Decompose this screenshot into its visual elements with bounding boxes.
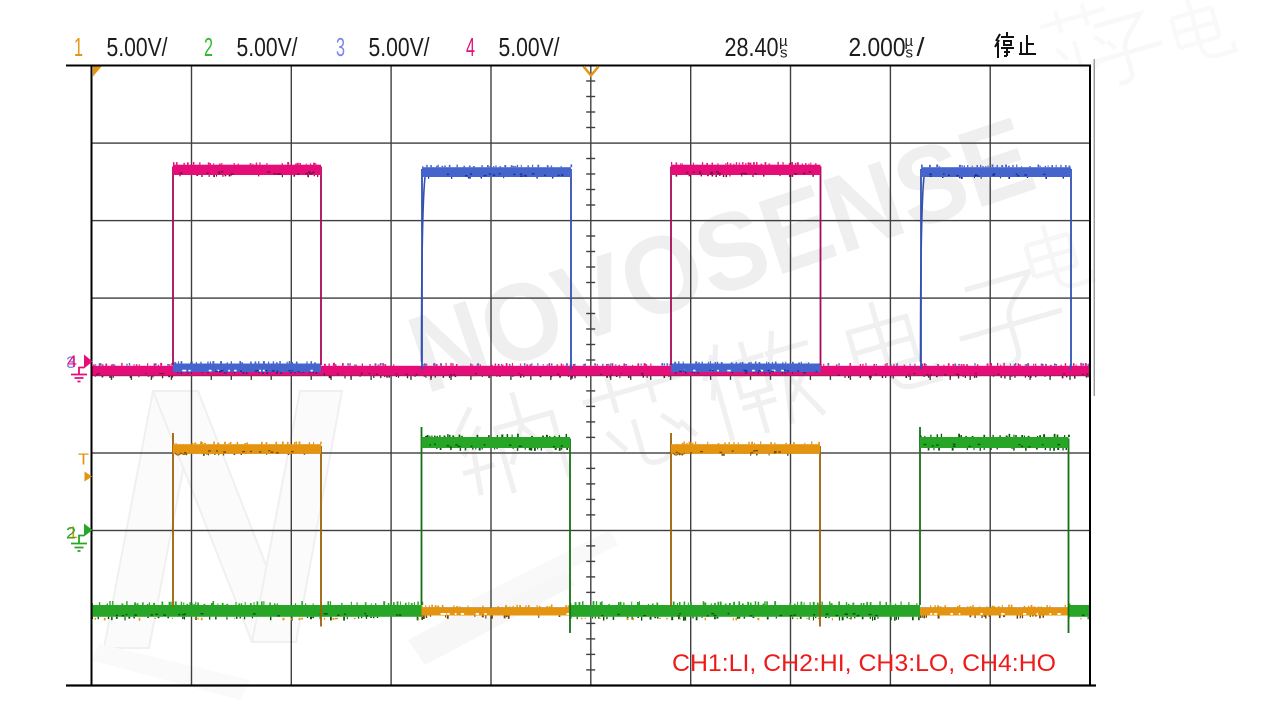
svg-text:5.00V/: 5.00V/ [107, 32, 169, 62]
svg-text:2: 2 [66, 524, 76, 543]
svg-text:5.00V/: 5.00V/ [237, 32, 299, 62]
svg-text:s: s [780, 45, 788, 62]
svg-text:3: 3 [66, 353, 76, 372]
svg-text:2.000: 2.000 [849, 32, 906, 62]
svg-text:µ: µ [779, 33, 788, 50]
svg-text:1: 1 [74, 32, 83, 62]
svg-text:28.40: 28.40 [725, 32, 779, 62]
svg-text:/: / [917, 32, 926, 62]
svg-text:5.00V/: 5.00V/ [499, 32, 561, 62]
svg-text:1: 1 [68, 523, 78, 542]
svg-text:µ: µ [905, 33, 914, 50]
svg-text:T: T [78, 452, 89, 469]
svg-text:5.00V/: 5.00V/ [369, 32, 431, 62]
svg-text:CH1:LI, CH2:HI, CH3:LO, CH4:HO: CH1:LI, CH2:HI, CH3:LO, CH4:HO [672, 650, 1056, 677]
svg-text:4: 4 [67, 352, 77, 371]
svg-text:2: 2 [204, 32, 213, 62]
svg-text:3: 3 [336, 32, 345, 62]
svg-text:s: s [906, 45, 914, 62]
svg-text:4: 4 [466, 32, 475, 62]
